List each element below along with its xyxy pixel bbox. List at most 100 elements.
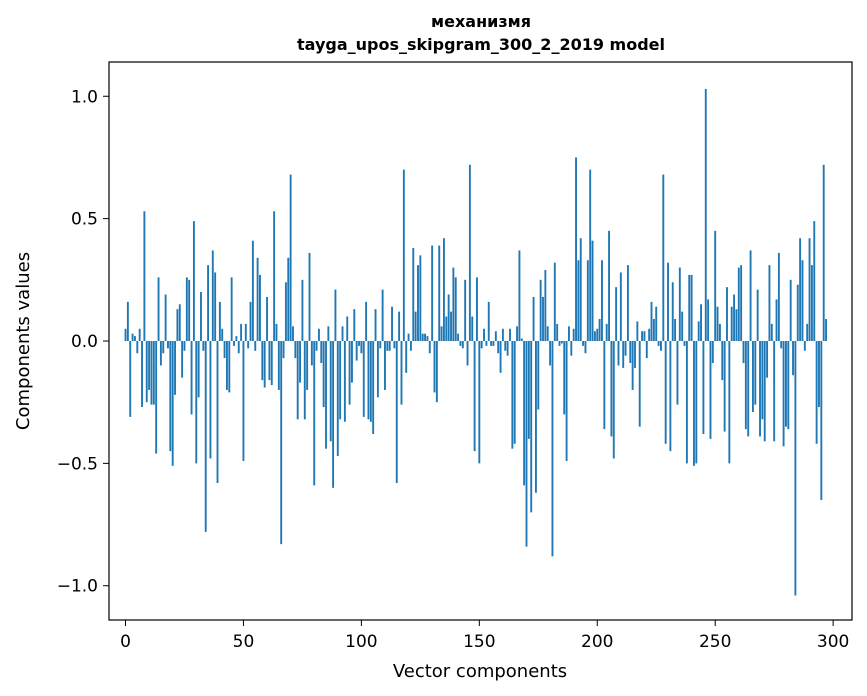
bar bbox=[233, 341, 235, 346]
bar bbox=[671, 282, 674, 341]
bar bbox=[254, 341, 257, 351]
bar bbox=[825, 318, 827, 341]
bar bbox=[747, 341, 750, 437]
bar bbox=[192, 221, 195, 341]
bar bbox=[145, 341, 148, 403]
y-tick-label: 0.0 bbox=[71, 332, 98, 352]
bar bbox=[143, 211, 146, 341]
bar bbox=[801, 260, 804, 341]
bar bbox=[301, 279, 304, 341]
bar bbox=[358, 341, 360, 346]
axis-ticks-group: 0 50 100 150 200 250 300 −1.0 −0.5 0.0 0.5 1.0 bbox=[57, 87, 850, 652]
bar bbox=[617, 341, 620, 366]
bar bbox=[148, 341, 151, 390]
bar bbox=[501, 328, 504, 341]
bar bbox=[395, 341, 398, 483]
bar bbox=[601, 260, 603, 341]
bar bbox=[773, 341, 776, 442]
bar bbox=[480, 341, 483, 349]
bar bbox=[589, 169, 592, 341]
bar bbox=[770, 323, 773, 341]
bar bbox=[702, 341, 705, 434]
bar bbox=[744, 341, 747, 430]
bar bbox=[822, 164, 825, 341]
bar bbox=[735, 309, 738, 341]
chart-title-line-1: механизмя bbox=[431, 12, 531, 31]
bar bbox=[751, 341, 754, 412]
bar bbox=[820, 341, 823, 501]
bar bbox=[643, 331, 646, 341]
bar bbox=[622, 341, 625, 368]
bar bbox=[605, 323, 608, 341]
bar bbox=[348, 341, 351, 405]
y-axis-label: Components values bbox=[13, 252, 34, 430]
bar bbox=[171, 341, 174, 466]
bar bbox=[714, 230, 717, 341]
bar bbox=[223, 341, 226, 359]
y-tick-label: 0.5 bbox=[71, 210, 98, 230]
bar bbox=[409, 341, 412, 351]
bar bbox=[700, 304, 702, 341]
bar bbox=[509, 328, 511, 341]
bar bbox=[346, 316, 349, 341]
bar bbox=[655, 306, 658, 341]
bar bbox=[134, 336, 136, 341]
bar bbox=[336, 341, 339, 457]
bar bbox=[624, 341, 627, 356]
bar bbox=[202, 341, 205, 351]
bar bbox=[761, 341, 764, 420]
bar bbox=[603, 341, 606, 430]
bar bbox=[733, 294, 736, 341]
bar bbox=[513, 341, 516, 444]
bar bbox=[506, 341, 509, 356]
bar bbox=[808, 238, 811, 341]
bar bbox=[799, 238, 802, 341]
bar bbox=[742, 341, 745, 364]
bar bbox=[759, 341, 761, 437]
bar bbox=[438, 245, 441, 341]
bar bbox=[169, 341, 172, 452]
bar bbox=[176, 309, 179, 341]
bar bbox=[259, 274, 261, 341]
bar bbox=[815, 341, 818, 444]
bar bbox=[749, 250, 752, 341]
bar bbox=[810, 265, 813, 341]
bar bbox=[476, 277, 478, 341]
bar bbox=[433, 341, 436, 393]
bar bbox=[266, 296, 268, 341]
bar bbox=[520, 338, 523, 341]
bar bbox=[598, 318, 601, 341]
bar bbox=[317, 328, 320, 341]
bar bbox=[608, 230, 610, 341]
bar bbox=[652, 318, 655, 341]
bar bbox=[412, 248, 415, 341]
bar bbox=[355, 341, 358, 361]
bar bbox=[162, 341, 165, 354]
bar bbox=[499, 341, 502, 373]
bar bbox=[228, 341, 231, 393]
bar bbox=[539, 279, 542, 341]
bar bbox=[388, 341, 391, 351]
bar bbox=[452, 267, 455, 341]
bar bbox=[414, 311, 417, 341]
bar bbox=[367, 341, 370, 420]
bar bbox=[697, 321, 700, 341]
bar bbox=[181, 341, 184, 378]
bar bbox=[376, 341, 379, 398]
bar bbox=[138, 328, 141, 341]
bar bbox=[280, 341, 283, 545]
bar bbox=[709, 341, 712, 439]
bar bbox=[518, 250, 521, 341]
bar bbox=[211, 250, 214, 341]
bar bbox=[511, 341, 514, 449]
bar bbox=[294, 341, 297, 359]
bar bbox=[634, 341, 636, 368]
bar bbox=[275, 323, 278, 341]
bar bbox=[638, 341, 641, 427]
bar bbox=[353, 309, 356, 341]
bar bbox=[664, 341, 667, 444]
bar bbox=[681, 311, 684, 341]
bar bbox=[612, 341, 615, 459]
bar bbox=[339, 341, 342, 420]
